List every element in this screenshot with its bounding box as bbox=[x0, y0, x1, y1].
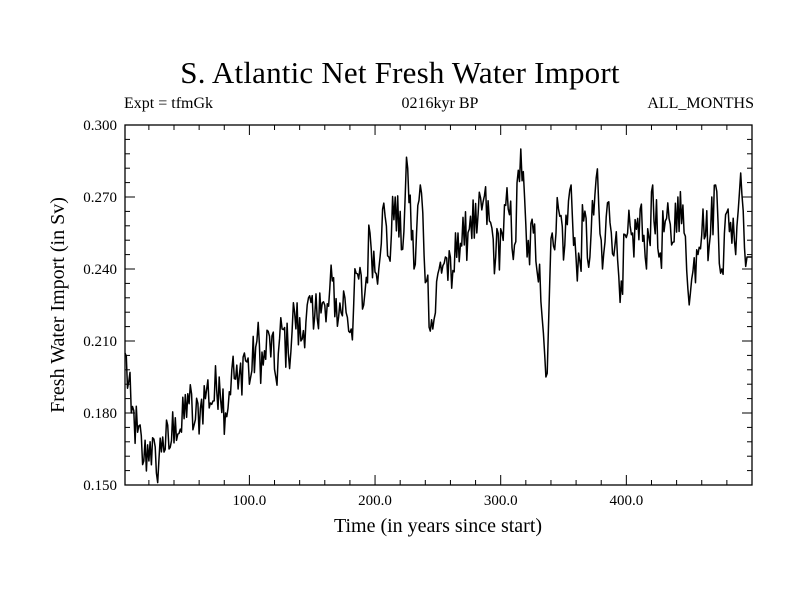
x-tick-label: 400.0 bbox=[609, 493, 643, 509]
experiment-label: Expt = tfmGk bbox=[124, 95, 214, 112]
plot-frame bbox=[124, 124, 753, 486]
months-label: ALL_MONTHS bbox=[647, 95, 754, 112]
y-axis-label: Fresh Water Import (in Sv) bbox=[47, 197, 69, 413]
series-layer bbox=[124, 148, 752, 484]
chart-title: S. Atlantic Net Fresh Water Import bbox=[180, 55, 620, 90]
tick-marks bbox=[125, 124, 752, 486]
y-tick-label: 0.300 bbox=[83, 118, 117, 134]
x-tick-label: 200.0 bbox=[358, 493, 392, 509]
y-tick-label: 0.240 bbox=[83, 262, 117, 278]
tick-labels: 100.0 200.0 300.0 400.0 0.150 0.180 0.210 0.240… bbox=[83, 118, 643, 509]
y-tick-label: 0.210 bbox=[83, 334, 117, 350]
x-tick-label: 100.0 bbox=[233, 493, 267, 509]
y-tick-label: 0.270 bbox=[83, 190, 117, 206]
series-line bbox=[124, 148, 752, 484]
x-tick-label: 300.0 bbox=[484, 493, 518, 509]
x-axis-label: Time (in years since start) bbox=[334, 515, 542, 537]
y-tick-label: 0.150 bbox=[83, 478, 117, 494]
period-label: 0216kyr BP bbox=[401, 95, 479, 112]
y-tick-label: 0.180 bbox=[83, 406, 117, 422]
